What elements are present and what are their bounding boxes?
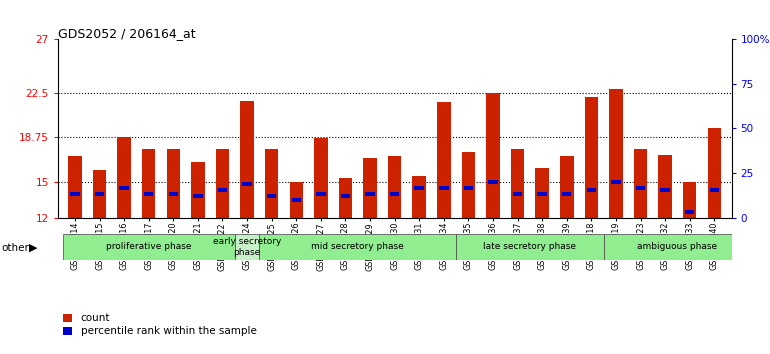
Bar	[243, 182, 252, 187]
Bar	[119, 186, 129, 190]
Bar	[339, 178, 352, 218]
Text: ▶: ▶	[29, 243, 38, 253]
Bar	[93, 170, 106, 218]
Bar	[142, 149, 156, 218]
Text: other: other	[2, 243, 29, 253]
Bar	[117, 137, 131, 218]
Bar	[259, 234, 456, 260]
Legend: count, percentile rank within the sample: count, percentile rank within the sample	[63, 313, 256, 336]
Bar	[537, 192, 547, 196]
Bar	[292, 198, 301, 202]
Bar	[658, 155, 672, 218]
Bar	[488, 180, 497, 184]
Bar	[464, 186, 473, 190]
Bar	[363, 158, 377, 218]
Bar	[166, 149, 180, 218]
Bar	[462, 152, 475, 218]
Bar	[240, 101, 254, 218]
Text: late secretory phase: late secretory phase	[484, 242, 577, 251]
Text: proliferative phase: proliferative phase	[106, 242, 192, 251]
Bar	[661, 188, 670, 192]
Bar	[267, 194, 276, 198]
Bar	[316, 192, 326, 196]
Bar	[69, 156, 82, 218]
Bar	[708, 129, 721, 218]
Bar	[191, 162, 205, 218]
Bar	[604, 234, 752, 260]
Bar	[390, 192, 400, 196]
Bar	[513, 192, 522, 196]
Bar	[365, 192, 375, 196]
Bar	[535, 168, 549, 218]
Bar	[235, 234, 259, 260]
Bar	[95, 192, 104, 196]
Bar	[456, 234, 604, 260]
Text: ambiguous phase: ambiguous phase	[638, 242, 718, 251]
Text: early secretory
phase: early secretory phase	[213, 237, 281, 257]
Text: mid secretory phase: mid secretory phase	[311, 242, 404, 251]
Bar	[609, 89, 623, 218]
Bar	[584, 97, 598, 218]
Bar	[62, 234, 235, 260]
Bar	[314, 138, 327, 218]
Bar	[414, 186, 424, 190]
Bar	[439, 186, 449, 190]
Bar	[611, 180, 621, 184]
Bar	[193, 194, 203, 198]
Bar	[265, 149, 279, 218]
Bar	[683, 182, 696, 218]
Bar	[340, 194, 350, 198]
Bar	[587, 188, 596, 192]
Bar	[437, 102, 450, 218]
Bar	[562, 192, 571, 196]
Bar	[290, 182, 303, 218]
Bar	[511, 149, 524, 218]
Bar	[169, 192, 178, 196]
Text: GDS2052 / 206164_at: GDS2052 / 206164_at	[58, 27, 196, 40]
Bar	[560, 156, 574, 218]
Bar	[218, 188, 227, 192]
Bar	[685, 210, 695, 214]
Bar	[634, 149, 648, 218]
Bar	[413, 176, 426, 218]
Bar	[709, 188, 719, 192]
Bar	[486, 93, 500, 218]
Bar	[70, 192, 80, 196]
Bar	[144, 192, 153, 196]
Bar	[636, 186, 645, 190]
Bar	[388, 156, 401, 218]
Bar	[216, 149, 229, 218]
